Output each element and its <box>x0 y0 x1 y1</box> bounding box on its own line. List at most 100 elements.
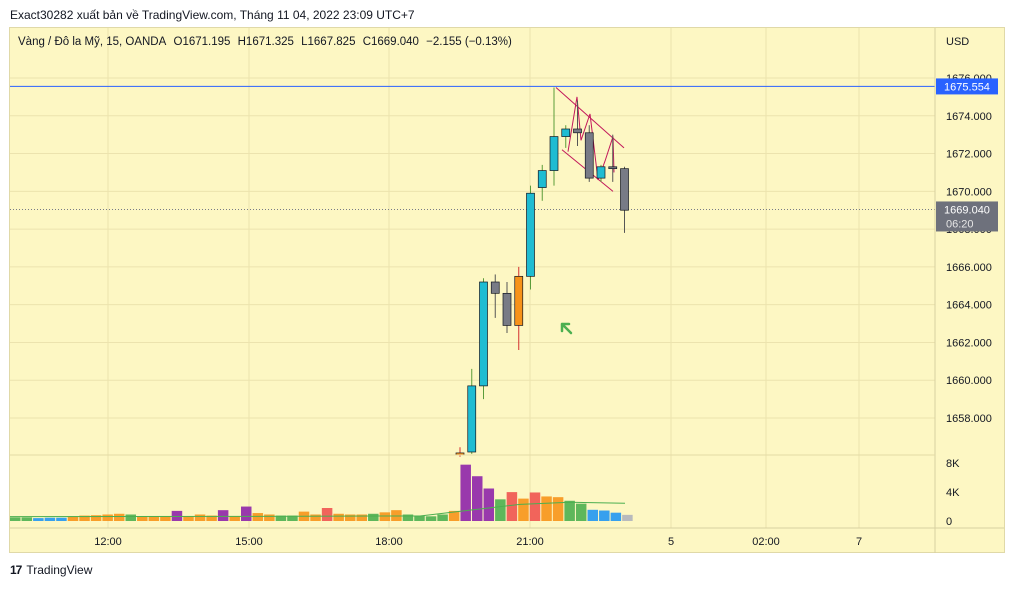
candle-body <box>490 281 500 294</box>
volume-bar <box>79 515 90 521</box>
volume-bar <box>113 513 125 521</box>
volume-bar <box>275 515 287 521</box>
volume-bar <box>21 517 33 521</box>
volume-bar <box>90 515 102 521</box>
volume-bar <box>137 516 148 521</box>
candle-body <box>479 281 488 387</box>
volume-bar <box>506 492 518 521</box>
volume-bar <box>67 516 79 521</box>
volume-bar <box>125 514 136 521</box>
time-tick-label: 18:00 <box>375 536 403 548</box>
price-tick-label: 1672.000 <box>946 149 992 161</box>
price-tick-label: 1666.000 <box>946 262 992 274</box>
volume-bar <box>344 514 356 521</box>
candle-body <box>608 166 618 170</box>
volume-bar <box>564 500 575 521</box>
price-labels: 1675.554 1669.040 06:20 <box>936 78 998 232</box>
volume-bar <box>575 503 587 521</box>
footer-brand: TradingView <box>26 563 93 577</box>
price-tick-label: 1662.000 <box>946 337 992 349</box>
candle-body <box>573 128 582 134</box>
ohlc-legend: Vàng / Đô la Mỹ, 15, OANDA O1671.195 H16… <box>18 36 516 48</box>
volume-bar <box>102 514 113 521</box>
legend-symbol: Vàng / Đô la Mỹ, 15, OANDA <box>18 36 167 48</box>
volume-bar <box>529 492 541 521</box>
candles <box>455 87 629 457</box>
volume-ma-line <box>9 501 626 518</box>
volume-bar <box>552 497 564 521</box>
volume-bar <box>310 514 321 521</box>
grid <box>10 28 935 528</box>
volume-bar <box>610 512 622 521</box>
candle-body <box>584 132 594 179</box>
volume-tick-label: 0 <box>946 516 952 528</box>
legend-high: H1671.325 <box>237 36 294 48</box>
volume-bar <box>206 515 217 521</box>
footer[interactable]: 17 TradingView <box>10 563 92 577</box>
volume-tick-label: 8K <box>946 458 960 470</box>
volume-bar <box>368 513 379 521</box>
time-tick-label: 21:00 <box>516 536 544 548</box>
price-tick-label: 1674.000 <box>946 111 992 123</box>
last-price-label: 1669.040 <box>944 204 990 216</box>
legend-low: L1667.825 <box>301 36 356 48</box>
currency-label: USD <box>946 36 970 48</box>
volume-bar <box>402 514 414 521</box>
horizontal-line-price-label: 1675.554 <box>944 81 990 93</box>
candle-body <box>596 166 606 179</box>
candle-body <box>526 192 535 277</box>
volume-bar <box>241 506 252 521</box>
countdown-label: 06:20 <box>946 218 974 230</box>
candle-body <box>561 128 571 137</box>
volume-bar <box>541 496 552 521</box>
volume-bar <box>264 514 275 521</box>
volume-bar <box>252 513 264 521</box>
volume-bar <box>599 510 610 521</box>
publish-line: Exact30282 xuất bản về TradingView.com, … <box>10 8 415 22</box>
volume-bar <box>587 509 598 521</box>
volume-bar <box>194 514 206 521</box>
horizontal-line-price-box <box>936 78 998 95</box>
candle-body <box>620 168 629 211</box>
volume-bar <box>229 516 240 521</box>
horizontal-line <box>10 85 935 210</box>
trendlines <box>555 87 625 335</box>
price-tick-label: 1660.000 <box>946 375 992 387</box>
volume-bar <box>425 516 437 521</box>
candle-body <box>514 275 524 326</box>
volume-bar <box>10 517 21 521</box>
volume-bar <box>437 514 448 521</box>
volume-bar <box>356 514 367 521</box>
volume-bar <box>414 515 425 521</box>
volume-bar <box>217 510 229 521</box>
volume-bar <box>33 518 44 521</box>
volume-bar <box>622 514 633 521</box>
price-tick-label: 1670.000 <box>946 186 992 198</box>
volume-bar <box>160 516 171 521</box>
volume-bar <box>333 513 344 521</box>
volume-bar <box>460 464 471 521</box>
legend-open: O1671.195 <box>173 36 231 48</box>
volume-bar <box>483 488 495 521</box>
volume-bars <box>9 464 633 521</box>
time-tick-label: 5 <box>668 536 674 548</box>
legend-change: −2.155 (−0.13%) <box>426 36 512 48</box>
candle-body <box>467 385 477 453</box>
legend-close: C1669.040 <box>362 36 419 48</box>
volume-bar <box>321 508 333 521</box>
volume-bar <box>472 476 483 521</box>
tradingview-logo-icon: 17 <box>10 563 22 577</box>
time-tick-label: 12:00 <box>94 536 122 548</box>
candle-body <box>549 136 559 171</box>
volume-tick-label: 4K <box>946 487 960 499</box>
time-tick-label: 02:00 <box>752 536 780 548</box>
volume-bar <box>44 517 56 521</box>
volume-bar <box>495 499 506 521</box>
last-price-box <box>936 201 998 232</box>
volume-bar <box>379 512 391 521</box>
volume-bar <box>148 516 160 521</box>
volume-bar <box>448 510 460 521</box>
volume-bar <box>287 515 298 521</box>
time-tick-label: 15:00 <box>235 536 263 548</box>
